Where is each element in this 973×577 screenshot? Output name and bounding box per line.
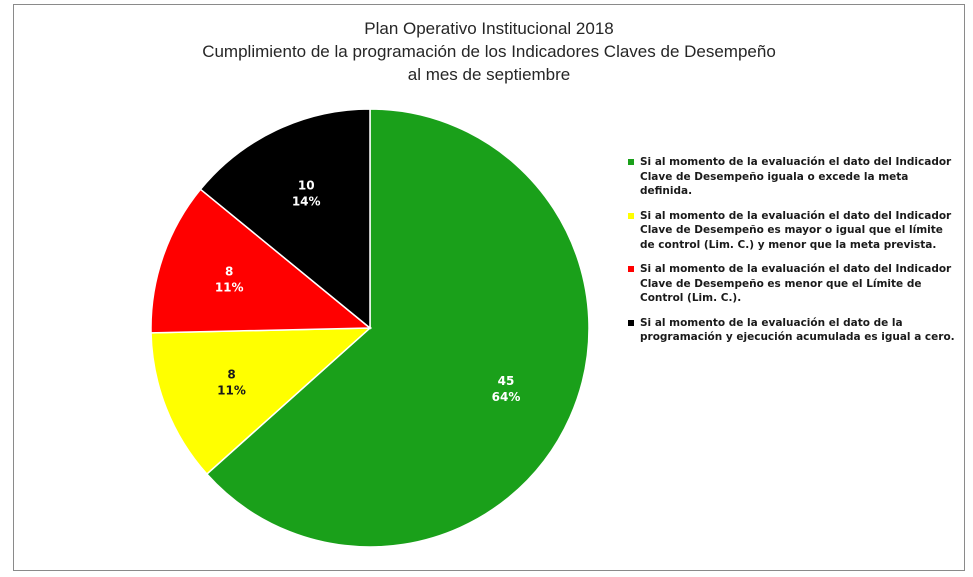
legend-entry-green: Si al momento de la evaluación el dato d…	[626, 155, 961, 199]
legend-entry-black: Si al momento de la evaluación el dato d…	[626, 316, 961, 345]
legend-swatch-yellow	[628, 212, 634, 219]
legend-entry-red: Si al momento de la evaluación el dato d…	[626, 262, 961, 306]
chart-subtitle-line-1: Cumplimiento de la programación de los I…	[202, 42, 776, 61]
legend-text-red: Si al momento de la evaluación el dato d…	[640, 263, 952, 304]
pie-slice-black	[199, 108, 371, 330]
legend-entry-yellow: Si al momento de la evaluación el dato d…	[626, 209, 961, 253]
pie-slice-yellow	[150, 327, 373, 476]
legend-swatch-black	[628, 319, 634, 326]
chart-frame: Plan Operativo Institucional 2018 Cumpli…	[13, 4, 965, 571]
pie-slice-red	[150, 188, 373, 334]
slice-value-label-red: 8	[225, 265, 233, 279]
slice-percent-label-yellow: 11%	[217, 384, 246, 398]
pie-chart: 45 64% 8 11% 8 11% 10 14%	[150, 108, 590, 548]
slice-percent-label-green: 64%	[492, 390, 521, 404]
legend-text-black: Si al momento de la evaluación el dato d…	[640, 316, 955, 344]
slice-value-label-yellow: 8	[227, 368, 235, 382]
chart-subtitle-line-2: al mes de septiembre	[407, 65, 571, 84]
legend-text-yellow: Si al momento de la evaluación el dato d…	[640, 209, 952, 251]
slice-percent-label-black: 14%	[292, 194, 321, 208]
legend-swatch-green	[628, 159, 634, 165]
slice-value-label-green: 45	[498, 374, 515, 388]
chart-title-block: Plan Operativo Institucional 2018 Cumpli…	[14, 17, 964, 86]
chart-title: Plan Operativo Institucional 2018	[364, 19, 614, 38]
slice-percent-label-red: 11%	[215, 281, 244, 295]
legend: Si al momento de la evaluación el dato d…	[626, 155, 961, 355]
legend-swatch-red	[628, 266, 634, 272]
slice-value-label-black: 10	[298, 178, 315, 192]
legend-text-green: Si al momento de la evaluación el dato d…	[640, 156, 952, 197]
pie-slice-green	[205, 108, 590, 548]
